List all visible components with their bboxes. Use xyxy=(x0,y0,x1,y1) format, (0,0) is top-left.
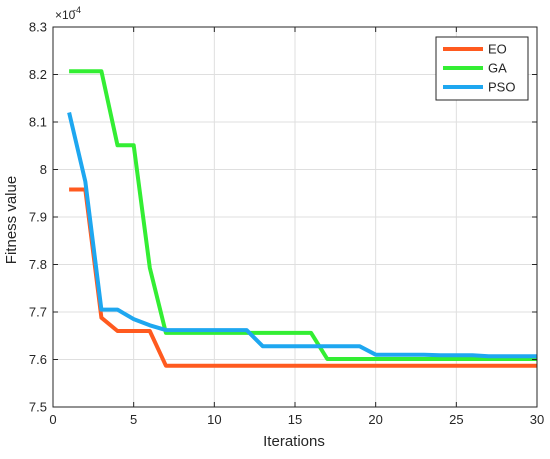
x-tick-label: 15 xyxy=(288,412,302,427)
y-tick-label: 8.3 xyxy=(29,20,47,35)
x-tick-label: 25 xyxy=(449,412,463,427)
ticks-layer: 0 5 10 15 20 25 30 7.5 7.6 7.7 7.8 7.9 8 8.1 8.2 8.3 xyxy=(29,20,544,428)
x-axis-label: Iterations xyxy=(263,433,325,450)
series-line-eo xyxy=(69,187,537,368)
y-tick-label: 7.8 xyxy=(29,257,47,272)
y-tick-label: 8.1 xyxy=(29,115,47,130)
y-tick-label: 7.7 xyxy=(29,305,47,320)
legend-label-eo: EO xyxy=(488,42,507,57)
y-tick-label: 8 xyxy=(40,162,47,177)
x-tick-label: 20 xyxy=(368,412,382,427)
y-tick-label: 7.5 xyxy=(29,400,47,415)
series-line-ga xyxy=(69,69,537,361)
y-tick-label: 7.9 xyxy=(29,210,47,225)
x-tick-label: 5 xyxy=(130,412,137,427)
y-tick-label: 8.2 xyxy=(29,67,47,82)
series-layer xyxy=(67,69,537,368)
legend-label-ga: GA xyxy=(488,61,507,76)
x-tick-label: 0 xyxy=(49,412,56,427)
axis-exponent-power: -4 xyxy=(73,5,81,15)
legend-label-pso: PSO xyxy=(488,80,515,95)
x-tick-label: 10 xyxy=(207,412,221,427)
x-tick-label: 30 xyxy=(530,412,544,427)
y-tick-label: 7.6 xyxy=(29,352,47,367)
legend: EO GA PSO xyxy=(435,36,529,101)
y-axis-label: Fitness value xyxy=(3,176,20,264)
axis-exponent-base: ×10 xyxy=(55,8,76,22)
series-line-pso xyxy=(67,112,537,359)
